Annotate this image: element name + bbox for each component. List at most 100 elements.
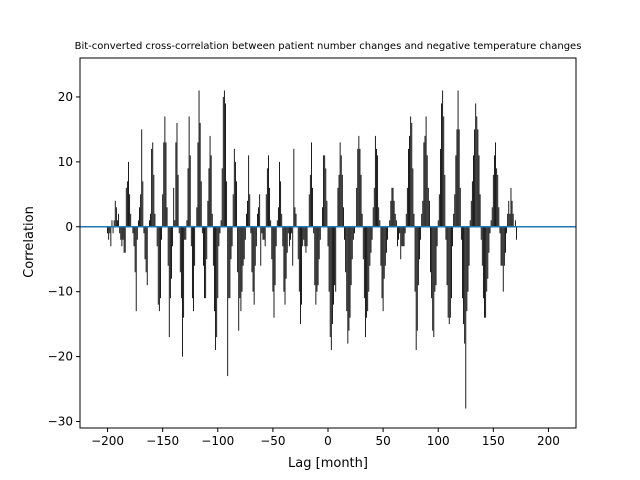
bar — [209, 135, 211, 227]
bar — [293, 148, 295, 227]
bar — [247, 200, 248, 227]
bar — [476, 116, 478, 227]
bar — [406, 187, 408, 227]
bar — [185, 226, 187, 240]
bar — [414, 226, 416, 292]
bar — [323, 155, 325, 227]
bar — [197, 142, 199, 227]
bar — [169, 226, 171, 299]
bar — [295, 213, 297, 227]
bar — [277, 207, 279, 227]
bar — [183, 226, 185, 318]
bar — [154, 213, 156, 227]
bar — [190, 226, 192, 247]
bar — [220, 220, 222, 227]
bar — [438, 194, 440, 227]
bar — [136, 226, 138, 240]
bar — [229, 226, 231, 299]
bar — [325, 168, 327, 227]
bar — [291, 226, 293, 234]
bar — [140, 194, 142, 227]
bar — [478, 155, 480, 227]
x-tick-label: 100 — [427, 434, 450, 448]
bar — [269, 187, 271, 227]
bar — [484, 226, 485, 318]
bar — [180, 226, 182, 299]
bar — [214, 226, 215, 312]
bar — [357, 148, 359, 227]
bar — [130, 213, 132, 227]
bar — [409, 135, 410, 227]
bar — [187, 168, 189, 227]
bar — [452, 226, 453, 247]
bar — [249, 194, 251, 227]
bar — [253, 226, 255, 305]
bar — [416, 226, 418, 331]
bar — [500, 226, 502, 266]
x-tick-label: 150 — [482, 434, 505, 448]
bar — [160, 226, 161, 299]
bar — [341, 174, 343, 227]
bar — [171, 226, 172, 279]
bar — [467, 226, 469, 292]
bar — [297, 226, 299, 260]
bar — [301, 226, 302, 305]
bar — [274, 226, 276, 286]
bar — [107, 226, 108, 234]
bar — [345, 226, 347, 273]
bar — [422, 200, 424, 227]
bar — [368, 226, 370, 292]
bar — [468, 226, 470, 266]
bar — [216, 226, 218, 338]
bar — [453, 213, 455, 227]
bar — [198, 90, 200, 227]
bar — [149, 220, 150, 227]
bar — [481, 226, 483, 266]
bar — [487, 226, 489, 279]
bar — [228, 226, 230, 299]
bar — [434, 226, 436, 292]
bar — [319, 226, 321, 240]
bar — [135, 226, 137, 312]
bar — [280, 181, 282, 227]
bar — [208, 168, 210, 227]
y-axis: −30 −20 −10 0 10 20 — [48, 90, 80, 429]
bar — [338, 174, 340, 227]
bar — [168, 226, 170, 338]
bar — [366, 226, 368, 318]
bar — [496, 168, 498, 227]
bar — [201, 226, 203, 234]
bar — [282, 226, 284, 247]
bar — [359, 148, 361, 227]
bar — [473, 155, 474, 227]
bar — [399, 226, 401, 234]
bar — [363, 226, 365, 299]
bar — [115, 207, 117, 227]
bar — [145, 226, 147, 273]
bar — [365, 226, 366, 338]
bar — [482, 226, 484, 299]
bar — [324, 155, 326, 227]
bar — [474, 129, 476, 227]
bar — [265, 194, 267, 227]
bar — [352, 226, 354, 240]
bar — [382, 226, 384, 312]
x-tick-label: 200 — [537, 434, 560, 448]
bar — [370, 226, 372, 253]
bar — [462, 226, 463, 299]
bar — [492, 174, 494, 227]
bar — [329, 226, 331, 338]
bar — [456, 129, 458, 227]
bar — [465, 226, 467, 409]
bar — [230, 226, 232, 260]
bar — [281, 213, 283, 227]
bar — [479, 194, 481, 227]
bar — [144, 226, 146, 260]
bar — [390, 200, 392, 227]
bar — [327, 226, 329, 247]
bar — [374, 135, 376, 227]
bar — [471, 181, 473, 227]
bar — [464, 226, 466, 344]
bar — [395, 220, 397, 227]
